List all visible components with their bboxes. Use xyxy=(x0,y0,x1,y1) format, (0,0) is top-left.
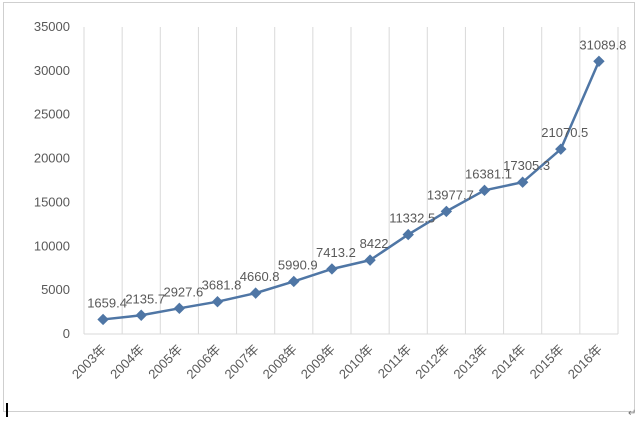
data-point-marker xyxy=(326,263,338,275)
grid-lines xyxy=(83,27,619,334)
data-label: 4660.8 xyxy=(240,269,280,284)
x-tick-label: 2007年 xyxy=(222,342,262,382)
y-tick-label: 15000 xyxy=(34,194,70,209)
data-point-marker xyxy=(516,176,529,188)
x-tick-label: 2005年 xyxy=(145,342,185,382)
y-tick-label: 35000 xyxy=(34,19,70,34)
data-label: 21070.5 xyxy=(541,125,588,140)
data-label: 31089.8 xyxy=(579,37,626,52)
x-tick-label: 2011年 xyxy=(375,342,415,382)
data-label: 2927.6 xyxy=(163,284,203,299)
y-tick-label: 20000 xyxy=(34,151,70,166)
data-point-marker xyxy=(555,143,567,155)
x-tick-label: 2015年 xyxy=(527,342,567,382)
chart-frame: 0 5000 10000 15000 20000 25000 30000 35000 2003… xyxy=(3,2,635,412)
data-point-marker xyxy=(211,295,224,308)
y-tick-label: 25000 xyxy=(34,107,70,122)
data-label: 3681.8 xyxy=(202,278,242,293)
x-axis: 2003年2004年2005年2006年2007年2008年2009年2010年… xyxy=(69,333,618,382)
y-axis: 0 5000 10000 15000 20000 25000 30000 35000 xyxy=(34,19,70,341)
data-label: 11332.5 xyxy=(389,211,435,226)
data-label: 7413.2 xyxy=(316,245,356,260)
x-tick-label: 2008年 xyxy=(260,342,300,382)
y-tick-label: 0 xyxy=(63,326,70,341)
data-point-marker xyxy=(364,254,376,266)
x-tick-label: 2003年 xyxy=(69,342,109,382)
paragraph-return-mark: ↵ xyxy=(628,408,637,419)
data-markers xyxy=(97,55,605,326)
data-label: 16381.1 xyxy=(465,166,512,181)
data-point-marker xyxy=(402,228,414,241)
x-tick-label: 2012年 xyxy=(412,342,452,382)
data-label: 17305.3 xyxy=(503,158,550,173)
y-tick-label: 30000 xyxy=(34,63,70,78)
data-point-marker xyxy=(478,184,491,197)
x-tick-label: 2014年 xyxy=(489,342,529,382)
data-point-marker xyxy=(173,302,186,315)
data-point-marker xyxy=(97,313,109,326)
data-label: 5990.9 xyxy=(278,257,318,272)
y-tick-label: 5000 xyxy=(41,282,70,297)
data-point-marker xyxy=(249,287,262,299)
data-point-marker xyxy=(440,205,453,218)
data-point-marker xyxy=(288,275,300,288)
line-chart: 0 5000 10000 15000 20000 25000 30000 35000 2003… xyxy=(34,19,627,382)
data-label: 2135.7 xyxy=(125,291,165,306)
data-point-marker xyxy=(593,55,605,68)
x-tick-label: 2004年 xyxy=(107,342,147,382)
x-tick-label: 2006年 xyxy=(183,342,223,382)
data-label: 8422 xyxy=(360,236,389,251)
x-tick-label: 2016年 xyxy=(565,342,605,382)
x-tick-label: 2013年 xyxy=(450,342,490,382)
text-cursor xyxy=(6,403,8,417)
data-label: 1659.4 xyxy=(87,295,127,310)
data-labels: 1659.42135.72927.63681.84660.85990.97413… xyxy=(87,37,626,310)
series-polyline xyxy=(102,60,601,321)
y-tick-label: 10000 xyxy=(34,238,70,253)
x-tick-label: 2010年 xyxy=(336,342,376,382)
series-line xyxy=(102,60,601,321)
data-label: 13977.7 xyxy=(427,187,474,202)
data-point-marker xyxy=(135,309,147,321)
x-tick-label: 2009年 xyxy=(298,342,338,382)
